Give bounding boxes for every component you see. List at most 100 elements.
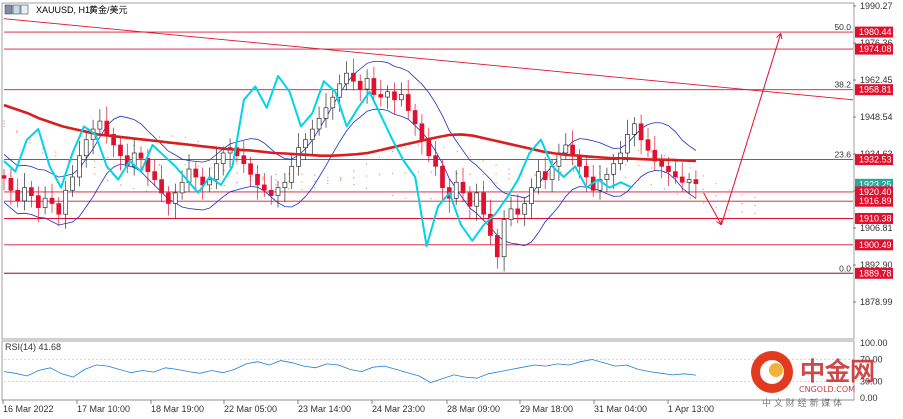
cloud-dot — [637, 149, 640, 152]
chart-title-symbol: XAUUSD, H1: — [36, 5, 93, 15]
cloud-dot — [262, 176, 264, 178]
price-box — [855, 186, 893, 198]
cloud-dot — [650, 151, 653, 153]
candle-body — [35, 195, 41, 208]
watermark-tagline: 中 文 财 经 新 媒 体 — [762, 397, 842, 409]
cloud-dot — [404, 172, 407, 174]
chart-icon — [4, 4, 13, 15]
bollinger-upper — [3, 61, 697, 199]
cloud-dot — [288, 173, 290, 175]
cloud-dot — [314, 180, 316, 183]
candle-body — [501, 219, 507, 258]
cloud-dot — [55, 155, 57, 157]
forecast-down-arrow — [703, 192, 722, 226]
fib-label: 0.0 — [839, 263, 851, 273]
y-tick-label: 1934.63 — [860, 149, 893, 159]
candle-body — [577, 155, 582, 167]
cloud-dot — [728, 209, 730, 211]
price-box — [855, 267, 893, 279]
cloud-dot — [365, 163, 368, 165]
candle-body — [536, 171, 541, 188]
candle-body — [666, 165, 671, 172]
cloud-dot — [482, 173, 484, 176]
candle-body — [563, 144, 569, 154]
candle-body — [474, 192, 480, 207]
candle-body — [255, 173, 260, 186]
cloud-dot — [495, 173, 497, 175]
candle-body — [323, 107, 329, 119]
candle-body — [488, 213, 493, 236]
cloud-dot — [689, 182, 692, 184]
cloud-dot — [456, 172, 458, 175]
moving-average — [3, 103, 696, 163]
rsi-tick-label: 0.00 — [860, 393, 878, 403]
cloud-dot — [353, 177, 355, 179]
rsi-line — [3, 359, 696, 384]
price-box-label: 1900.49 — [859, 240, 892, 250]
cloud-dot — [741, 194, 743, 196]
cloud-dot — [42, 152, 44, 154]
candlesticks — [1, 58, 699, 272]
candle-body — [289, 165, 295, 183]
price-box-label: 1958.81 — [859, 85, 892, 95]
price-box-label: 1910.38 — [859, 214, 892, 224]
chart-icon-3 — [20, 4, 29, 15]
price-box — [855, 195, 893, 207]
cloud-dot — [184, 164, 186, 166]
cloud-dot — [443, 147, 445, 149]
candle-body — [138, 152, 144, 159]
cloud-dot — [197, 165, 199, 167]
candle-body — [385, 91, 390, 98]
candle-body — [42, 197, 48, 208]
cloud-dot — [482, 160, 484, 162]
forecast-up-arrow — [720, 33, 782, 225]
rsi-title: RSI(14) 41.68 — [5, 342, 61, 352]
cloud-dot — [547, 172, 549, 174]
cloud-dot — [689, 167, 692, 169]
cloud-dot — [676, 177, 679, 179]
cloud-dot — [689, 197, 692, 199]
cloud-dot — [391, 194, 394, 197]
cloud-dot — [236, 181, 238, 184]
cloud-dot — [171, 135, 174, 137]
time-axis: 16 Mar 2022 17 Mar 10:00 18 Mar 19:00 22 Ma… — [2, 400, 714, 414]
price-box-label: 1980.44 — [859, 27, 892, 37]
main-chart-frame — [1, 2, 855, 340]
cloud-dot — [197, 140, 199, 143]
candle-body — [261, 184, 267, 191]
cloud-dot — [262, 179, 264, 181]
forecast-up-arrowhead — [776, 32, 783, 40]
candle-body — [337, 83, 343, 98]
price-box-label: 1974.08 — [859, 44, 892, 54]
cloud-dot — [612, 154, 614, 156]
cloud-dot — [365, 187, 368, 189]
cloud-dot — [3, 123, 5, 125]
candle-body — [63, 189, 69, 215]
cloud-dot — [94, 166, 96, 169]
cloud-dot — [288, 188, 290, 190]
cloud-dot — [340, 179, 342, 181]
cyan-indicator — [3, 74, 633, 248]
rsi-tick-label: 30.00 — [860, 377, 883, 387]
candle-body — [145, 157, 151, 172]
y-tick-label: 1948.54 — [860, 112, 893, 122]
candle-body — [357, 80, 363, 90]
y-tick-label: 1962.45 — [860, 75, 893, 85]
cloud-dot — [353, 183, 355, 186]
y-tick-label: 1990.27 — [860, 1, 893, 11]
price-box — [855, 154, 893, 166]
candle-body — [56, 203, 62, 215]
cloud-dot — [715, 183, 717, 185]
candle-body — [214, 163, 219, 181]
cloud-dot — [508, 173, 510, 175]
price-box-label: 1916.89 — [859, 196, 892, 206]
cloud-dot — [275, 173, 277, 176]
cloud-dot — [495, 164, 497, 166]
fibonacci-labels: 50.0 38.2 23.6 0.0 — [834, 22, 851, 273]
bollinger-lower — [3, 108, 697, 247]
candle-body — [159, 179, 164, 194]
cloud-dot — [314, 187, 316, 189]
candle-body — [268, 189, 274, 196]
candle-body — [207, 179, 212, 186]
